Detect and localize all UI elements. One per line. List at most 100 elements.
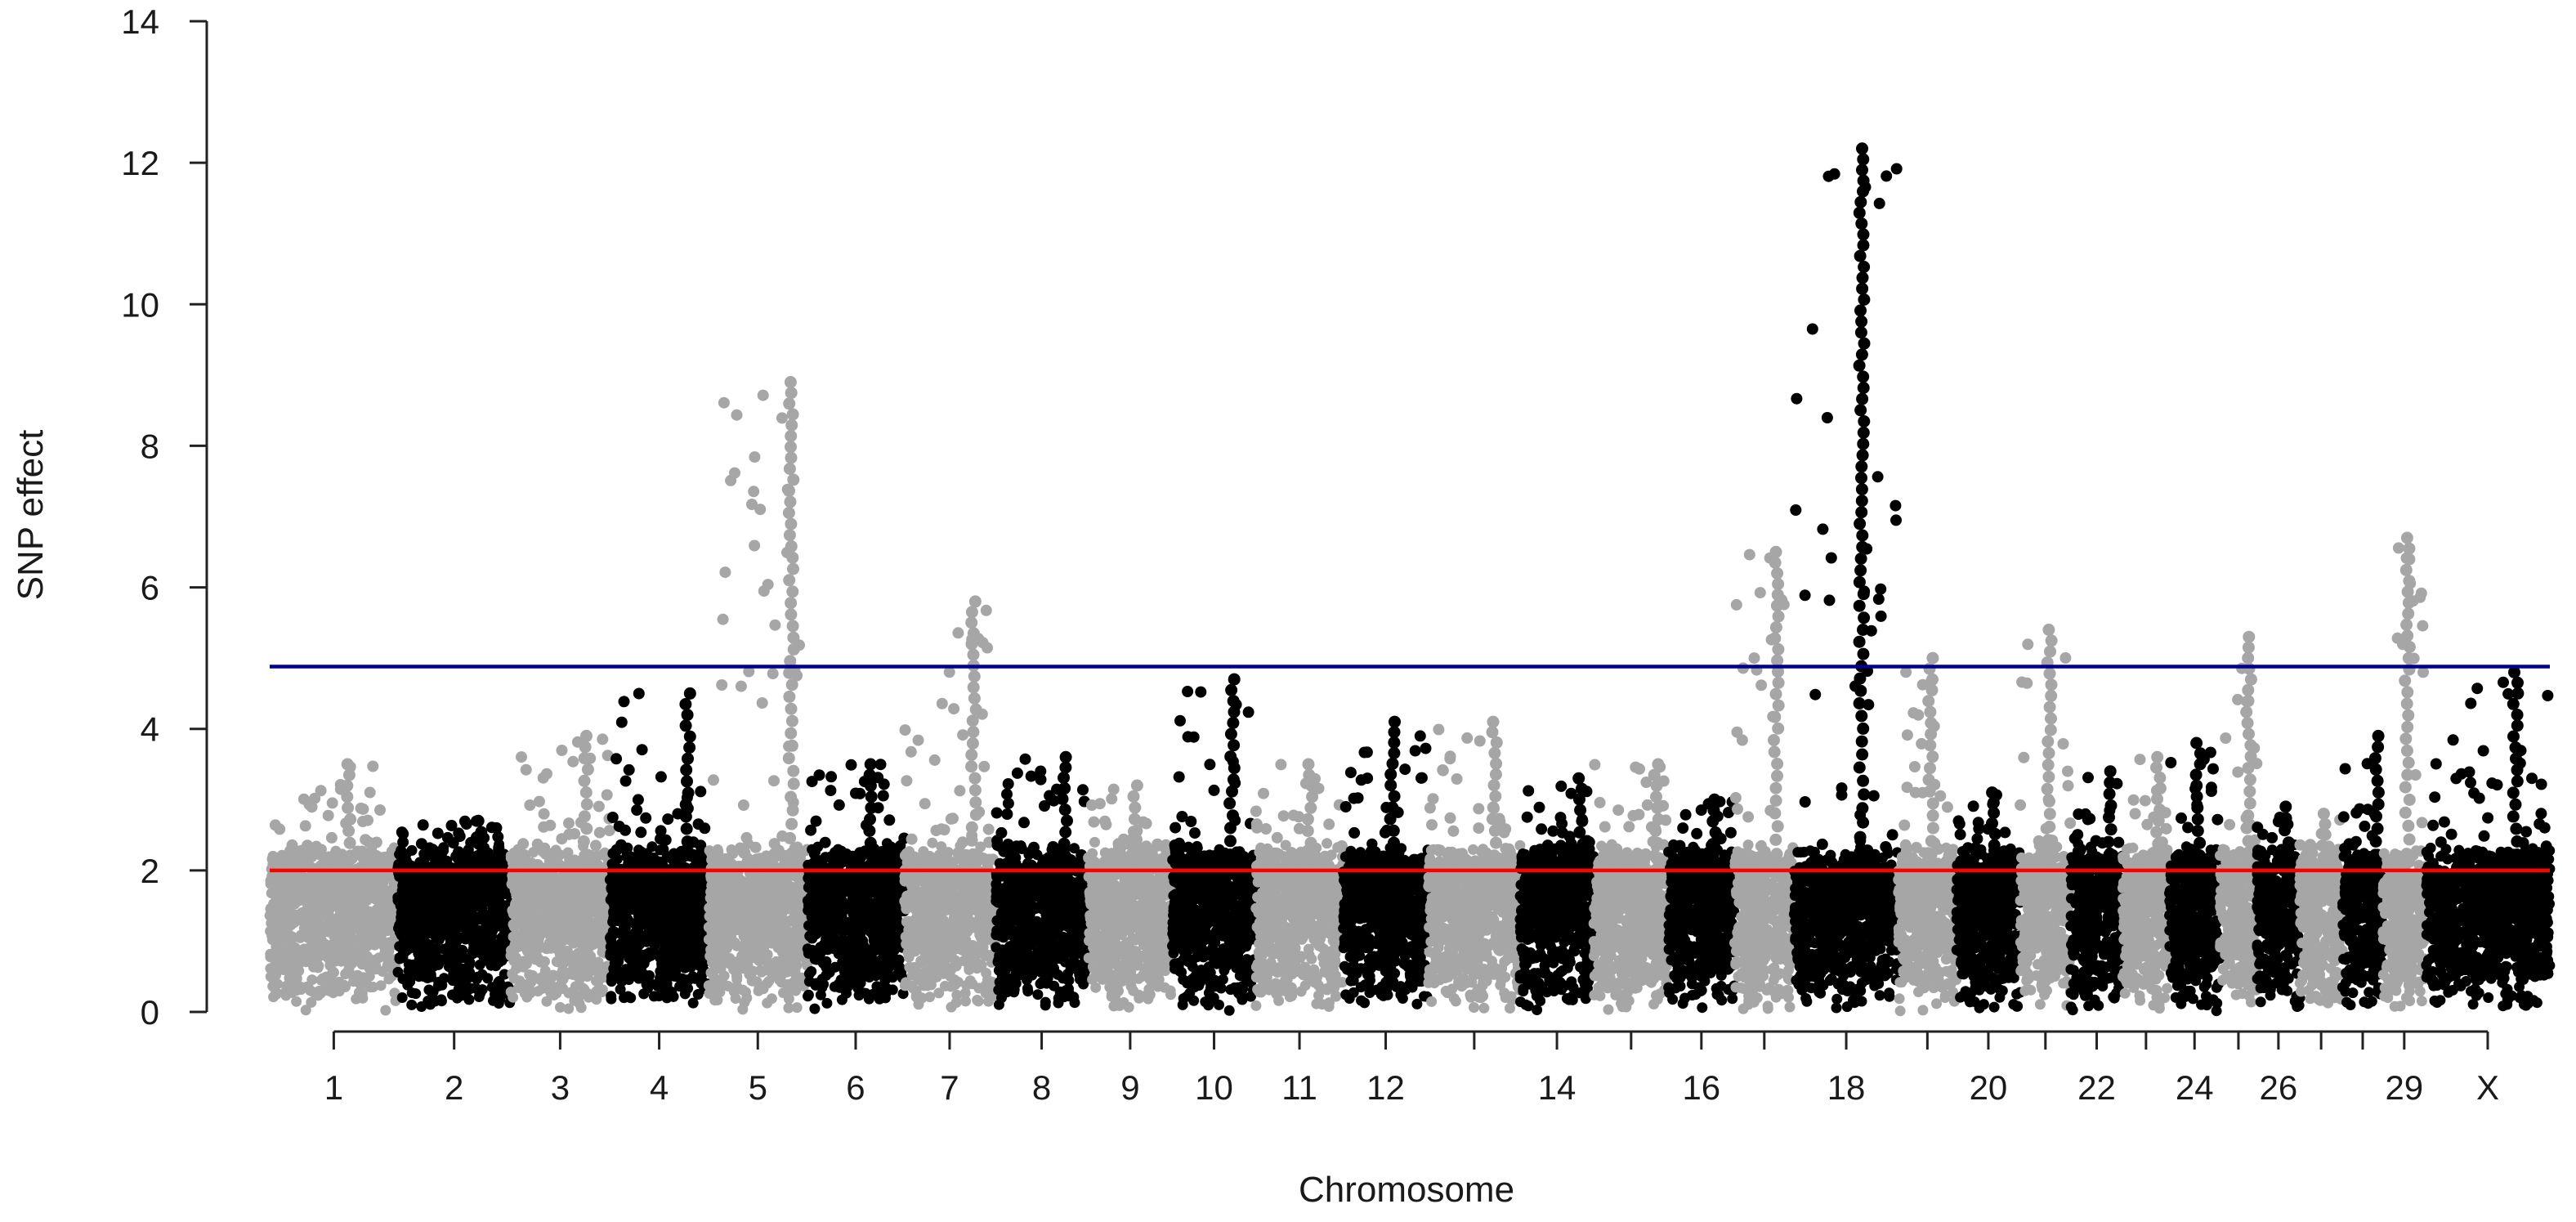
snp-point (323, 895, 334, 906)
snp-point (470, 983, 481, 994)
snp-point (628, 853, 640, 865)
snp-point (681, 709, 694, 722)
snp-point (610, 962, 621, 974)
snp-point (593, 970, 605, 982)
snp-point (513, 918, 525, 929)
snp-point (518, 956, 530, 967)
snp-point (885, 900, 897, 911)
snp-point (472, 850, 485, 862)
snp-point (704, 893, 716, 904)
snp-point (343, 836, 356, 849)
snp-point (767, 968, 778, 979)
snp-point (336, 934, 347, 945)
snp-point (347, 957, 358, 969)
snp-point (569, 828, 581, 840)
snp-point (771, 897, 783, 908)
snp-point (737, 880, 749, 892)
snp-point (315, 910, 326, 921)
snp-point (682, 786, 695, 799)
snp-point (716, 679, 728, 691)
snp-point (544, 856, 557, 868)
snp-point (769, 619, 781, 631)
snp-point (651, 893, 662, 904)
snp-point (585, 900, 597, 911)
snp-point (675, 949, 686, 960)
snp-point (567, 755, 579, 768)
snp-point (785, 597, 798, 610)
snp-point (505, 987, 517, 997)
snp-point (474, 933, 485, 945)
snp-point (346, 923, 357, 934)
snp-point (699, 822, 711, 835)
snp-point (743, 855, 754, 866)
snp-point (597, 733, 609, 745)
snp-point (825, 771, 838, 783)
snp-point (521, 888, 533, 899)
snp-point (359, 920, 370, 932)
snp-point (786, 803, 799, 817)
snp-point (581, 763, 594, 776)
snp-point (759, 852, 771, 863)
snp-point (510, 930, 521, 942)
snp-point (785, 739, 798, 752)
snp-point (304, 953, 315, 965)
chromosome-points-5 (703, 376, 813, 1015)
snp-point (556, 833, 568, 845)
snp-point (786, 585, 799, 598)
snp-point (785, 387, 798, 400)
snp-point (324, 970, 335, 982)
snp-point (749, 841, 762, 853)
snp-point (517, 838, 530, 850)
snp-point (584, 964, 596, 975)
snp-point (454, 830, 466, 843)
snp-point (829, 943, 840, 955)
snp-point (458, 904, 469, 915)
snp-point (658, 949, 669, 960)
snp-point (632, 794, 644, 806)
snp-point (687, 997, 699, 1009)
snp-point (784, 831, 797, 844)
snp-point (821, 997, 833, 1009)
snp-point (619, 877, 630, 889)
snp-point (293, 895, 305, 906)
snp-point (646, 841, 658, 853)
snp-point (355, 802, 367, 814)
snp-point (785, 419, 798, 432)
snp-point (664, 896, 676, 907)
snp-point (427, 956, 437, 968)
snp-point (629, 871, 641, 882)
snp-point (472, 814, 485, 827)
snp-point (813, 893, 825, 905)
snp-point (867, 929, 879, 941)
snp-point (406, 999, 418, 1010)
snp-point (474, 911, 485, 923)
snp-point (605, 950, 616, 961)
snp-point (541, 996, 552, 1007)
snp-point (684, 889, 695, 900)
snp-point (485, 821, 498, 834)
snp-point (787, 473, 800, 486)
snp-point (325, 831, 338, 844)
snp-point (888, 930, 898, 942)
snp-point (782, 752, 795, 765)
snp-point (732, 965, 744, 976)
snp-point (268, 991, 280, 1003)
snp-point (883, 814, 896, 826)
snp-point (320, 979, 332, 991)
snp-point (785, 880, 796, 892)
snp-point (883, 886, 895, 897)
snp-point (436, 996, 447, 1007)
snp-point (550, 902, 561, 913)
snp-point (342, 912, 353, 923)
snp-point (654, 928, 665, 939)
snp-point (486, 926, 498, 938)
snp-point (787, 562, 799, 575)
snp-point (555, 979, 566, 991)
snp-point (839, 968, 851, 979)
snp-point (783, 690, 796, 703)
snp-point (707, 966, 718, 978)
snp-point (718, 396, 730, 409)
snp-point (593, 800, 605, 812)
snp-point (597, 984, 608, 996)
